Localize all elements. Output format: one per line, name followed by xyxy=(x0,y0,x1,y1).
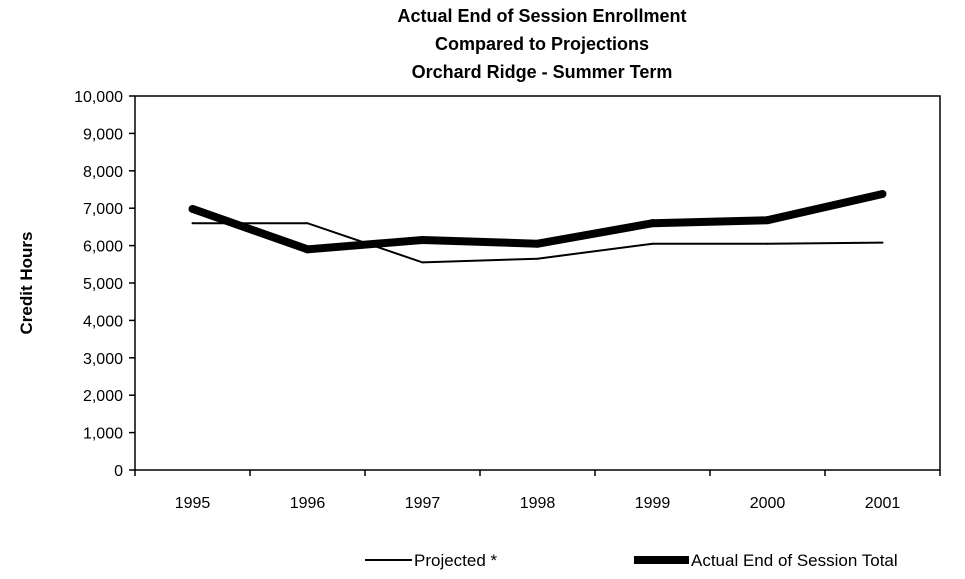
y-tick-label: 6,000 xyxy=(83,239,123,256)
y-tick-label: 0 xyxy=(114,463,123,480)
data-point xyxy=(766,242,769,245)
plot-area-frame xyxy=(134,95,941,471)
x-tick-label: 1998 xyxy=(520,495,556,512)
y-axis-title: Credit Hours xyxy=(17,232,36,335)
data-point xyxy=(306,222,309,225)
chart-title-line-1: Actual End of Session Enrollment xyxy=(397,6,686,26)
data-point xyxy=(878,189,887,198)
data-point xyxy=(533,239,542,248)
y-tick-label: 2,000 xyxy=(83,388,123,405)
x-axis: 1995 1996 1997 1998 1999 2000 2001 xyxy=(134,470,941,512)
y-tick-label: 9,000 xyxy=(83,126,123,143)
x-tick-label: 1995 xyxy=(175,495,211,512)
data-point xyxy=(536,257,539,260)
y-tick-label: 3,000 xyxy=(83,351,123,368)
x-tick-label: 1996 xyxy=(290,495,326,512)
y-tick-label: 5,000 xyxy=(83,276,123,293)
series-layer xyxy=(188,189,887,264)
chart-title: Actual End of Session Enrollment Compare… xyxy=(397,6,686,82)
y-tick-label: 10,000 xyxy=(74,89,123,106)
data-point xyxy=(763,216,772,225)
data-point xyxy=(303,245,312,254)
x-tick-label: 1999 xyxy=(635,495,671,512)
data-point xyxy=(188,204,197,213)
legend-label: Actual End of Session Total xyxy=(691,551,898,570)
x-tick-label: 1997 xyxy=(405,495,441,512)
legend-label: Projected * xyxy=(414,551,498,570)
data-point xyxy=(421,261,424,264)
x-tick-label: 2001 xyxy=(865,495,901,512)
chart-title-line-2: Compared to Projections xyxy=(435,34,649,54)
y-tick-label: 8,000 xyxy=(83,164,123,181)
data-point xyxy=(191,222,194,225)
legend: Projected * Actual End of Session Total xyxy=(365,551,898,570)
y-axis: 0 1,000 2,000 3,000 4,000 5,000 6,000 7,000 8,00… xyxy=(74,89,135,480)
data-point xyxy=(648,219,657,228)
data-point xyxy=(418,235,427,244)
y-tick-label: 1,000 xyxy=(83,426,123,443)
chart-title-line-3: Orchard Ridge - Summer Term xyxy=(412,62,673,82)
x-tick-label: 2000 xyxy=(750,495,786,512)
data-point xyxy=(881,241,884,244)
y-tick-label: 4,000 xyxy=(83,313,123,330)
y-tick-label: 7,000 xyxy=(83,201,123,218)
data-point xyxy=(651,242,654,245)
